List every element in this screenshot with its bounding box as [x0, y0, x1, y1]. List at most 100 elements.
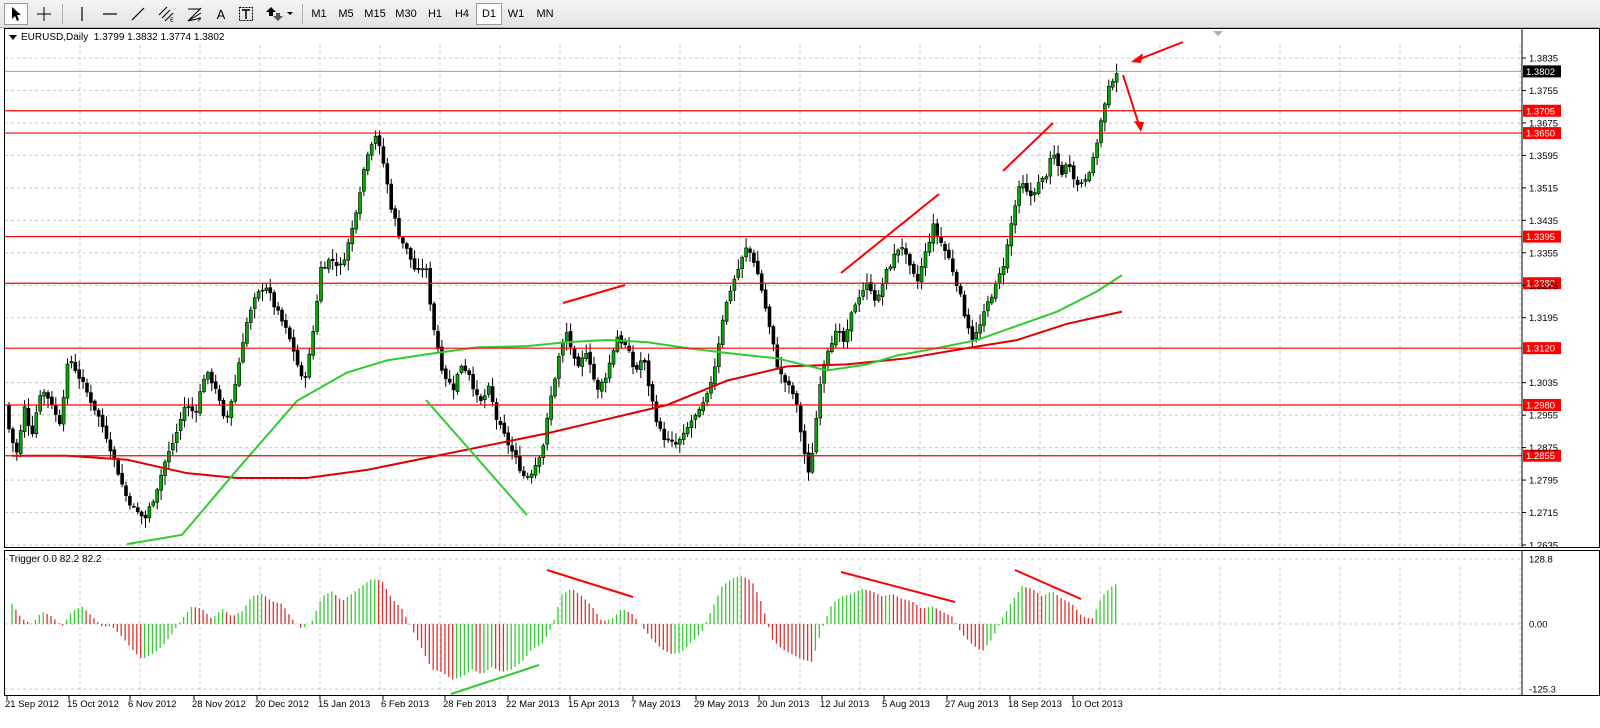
candle-body	[771, 326, 776, 345]
candle-body	[537, 457, 542, 467]
candle-body	[221, 400, 226, 417]
indicator-window[interactable]: 128.8 0.00 -125.3 Trigger 0.0 82.2 82.2	[4, 550, 1600, 696]
horizontal-line-icon[interactable]	[98, 3, 122, 25]
candle-body	[631, 351, 635, 368]
candle-body	[849, 312, 854, 332]
candle-body	[377, 135, 382, 147]
candle-body	[116, 459, 120, 475]
crosshair-icon[interactable]	[32, 3, 56, 25]
candle-body	[26, 407, 31, 427]
candle-body	[553, 378, 557, 397]
candle-body	[210, 371, 214, 384]
chart-menu-icon[interactable]	[9, 34, 17, 40]
candle-body	[233, 384, 237, 402]
candle-body	[966, 314, 971, 329]
price-chart[interactable]: 1.3705 1.3650 1.3395 1.3280 1.3120 1.2980 1.28…	[5, 29, 1599, 547]
candle-body	[693, 414, 698, 420]
candle-body	[213, 381, 218, 389]
vertical-line-icon[interactable]	[70, 3, 94, 25]
time-tick-label: 28 Nov 2012	[192, 699, 246, 710]
candle-body	[237, 362, 241, 386]
candle-body	[713, 366, 717, 385]
indicator-grid	[5, 558, 1522, 695]
candle-body	[911, 263, 916, 274]
text-label-icon[interactable]	[234, 3, 258, 25]
timeframe-m5-button[interactable]: M5	[338, 8, 354, 20]
timeframe-h4-button[interactable]: H4	[454, 8, 470, 20]
candle-body	[108, 439, 113, 452]
timeframe-mn-button[interactable]: MN	[536, 8, 554, 20]
candle-body	[755, 260, 760, 275]
candle-body	[1114, 73, 1119, 83]
chart-shift-icon	[1213, 31, 1223, 36]
candle-body	[947, 249, 951, 259]
candle-body	[77, 369, 81, 379]
candles	[7, 63, 1119, 528]
cursor-icon[interactable]	[4, 3, 28, 25]
timeframe-w1-button[interactable]: W1	[507, 8, 525, 20]
price-tick-label: 1.3435	[1529, 216, 1558, 227]
candle-body	[822, 363, 826, 384]
indicator-scale: 128.8 0.00 -125.3	[1521, 551, 1556, 695]
trendline-icon[interactable]	[126, 3, 150, 25]
candle-body	[1029, 190, 1033, 197]
candle-body	[1107, 85, 1111, 106]
candle-body	[525, 476, 530, 478]
arrows-icon[interactable]	[262, 3, 296, 25]
candle-body	[752, 252, 756, 263]
candle-body	[1017, 186, 1021, 206]
timeframe-h1-button[interactable]: H1	[427, 8, 443, 20]
fibonacci-channel-icon[interactable]: E	[154, 3, 180, 25]
text-icon[interactable]: A	[216, 6, 226, 22]
candle-body	[603, 377, 608, 383]
candle-body	[15, 442, 19, 453]
candle-body	[1025, 183, 1029, 192]
candle-body	[498, 420, 503, 425]
candle-body	[22, 406, 27, 433]
trendline	[840, 571, 956, 603]
candle-body	[11, 428, 15, 444]
trigger-histogram[interactable]: 128.8 0.00 -125.3	[5, 551, 1599, 695]
candle-body	[171, 443, 175, 451]
candle-body	[833, 330, 838, 346]
candle-body	[34, 412, 39, 435]
time-tick-label: 29 May 2013	[694, 699, 749, 710]
candle-body	[225, 415, 230, 418]
candle-body	[284, 320, 288, 328]
candle-body	[89, 392, 93, 403]
chart-title: EURUSD,Daily 1.3799 1.3832 1.3774 1.3802	[9, 32, 224, 43]
candle-body	[908, 254, 912, 266]
candle-body	[326, 259, 331, 270]
candle-body	[619, 335, 624, 344]
level-badge	[1523, 230, 1561, 243]
candle-body	[701, 402, 706, 412]
main-chart-window[interactable]: 1.3705 1.3650 1.3395 1.3280 1.3120 1.2980 1.28…	[4, 28, 1600, 548]
candle-body	[1021, 183, 1025, 189]
timeframe-m15-button[interactable]: M15	[364, 8, 386, 20]
candle-body	[853, 304, 858, 313]
candle-body	[365, 154, 370, 171]
candle-body	[744, 247, 748, 258]
trendline	[562, 284, 626, 304]
candle-body	[1001, 266, 1006, 276]
candle-body	[830, 343, 834, 352]
candle-body	[268, 287, 273, 294]
candle-body	[385, 163, 390, 185]
candle-body	[674, 442, 678, 445]
candle-body	[128, 495, 132, 506]
candle-body	[459, 365, 464, 373]
chart-title-text: EURUSD,Daily 1.3799 1.3832 1.3774 1.3802	[21, 32, 225, 43]
candle-body	[1036, 182, 1041, 194]
candle-body	[576, 356, 581, 367]
candle-body	[646, 360, 651, 387]
price-tick-label: 1.3035	[1529, 378, 1558, 389]
candle-body	[935, 223, 940, 236]
candle-body	[514, 450, 518, 458]
timeframe-m30-button[interactable]: M30	[395, 8, 417, 20]
fibonacci-fan-icon[interactable]: F	[182, 3, 208, 25]
candle-body	[685, 427, 690, 435]
timeframe-d1-button[interactable]: D1	[476, 3, 502, 25]
candle-body	[73, 361, 78, 371]
timeframe-m1-button[interactable]: M1	[311, 8, 327, 20]
candle-body	[545, 417, 550, 445]
